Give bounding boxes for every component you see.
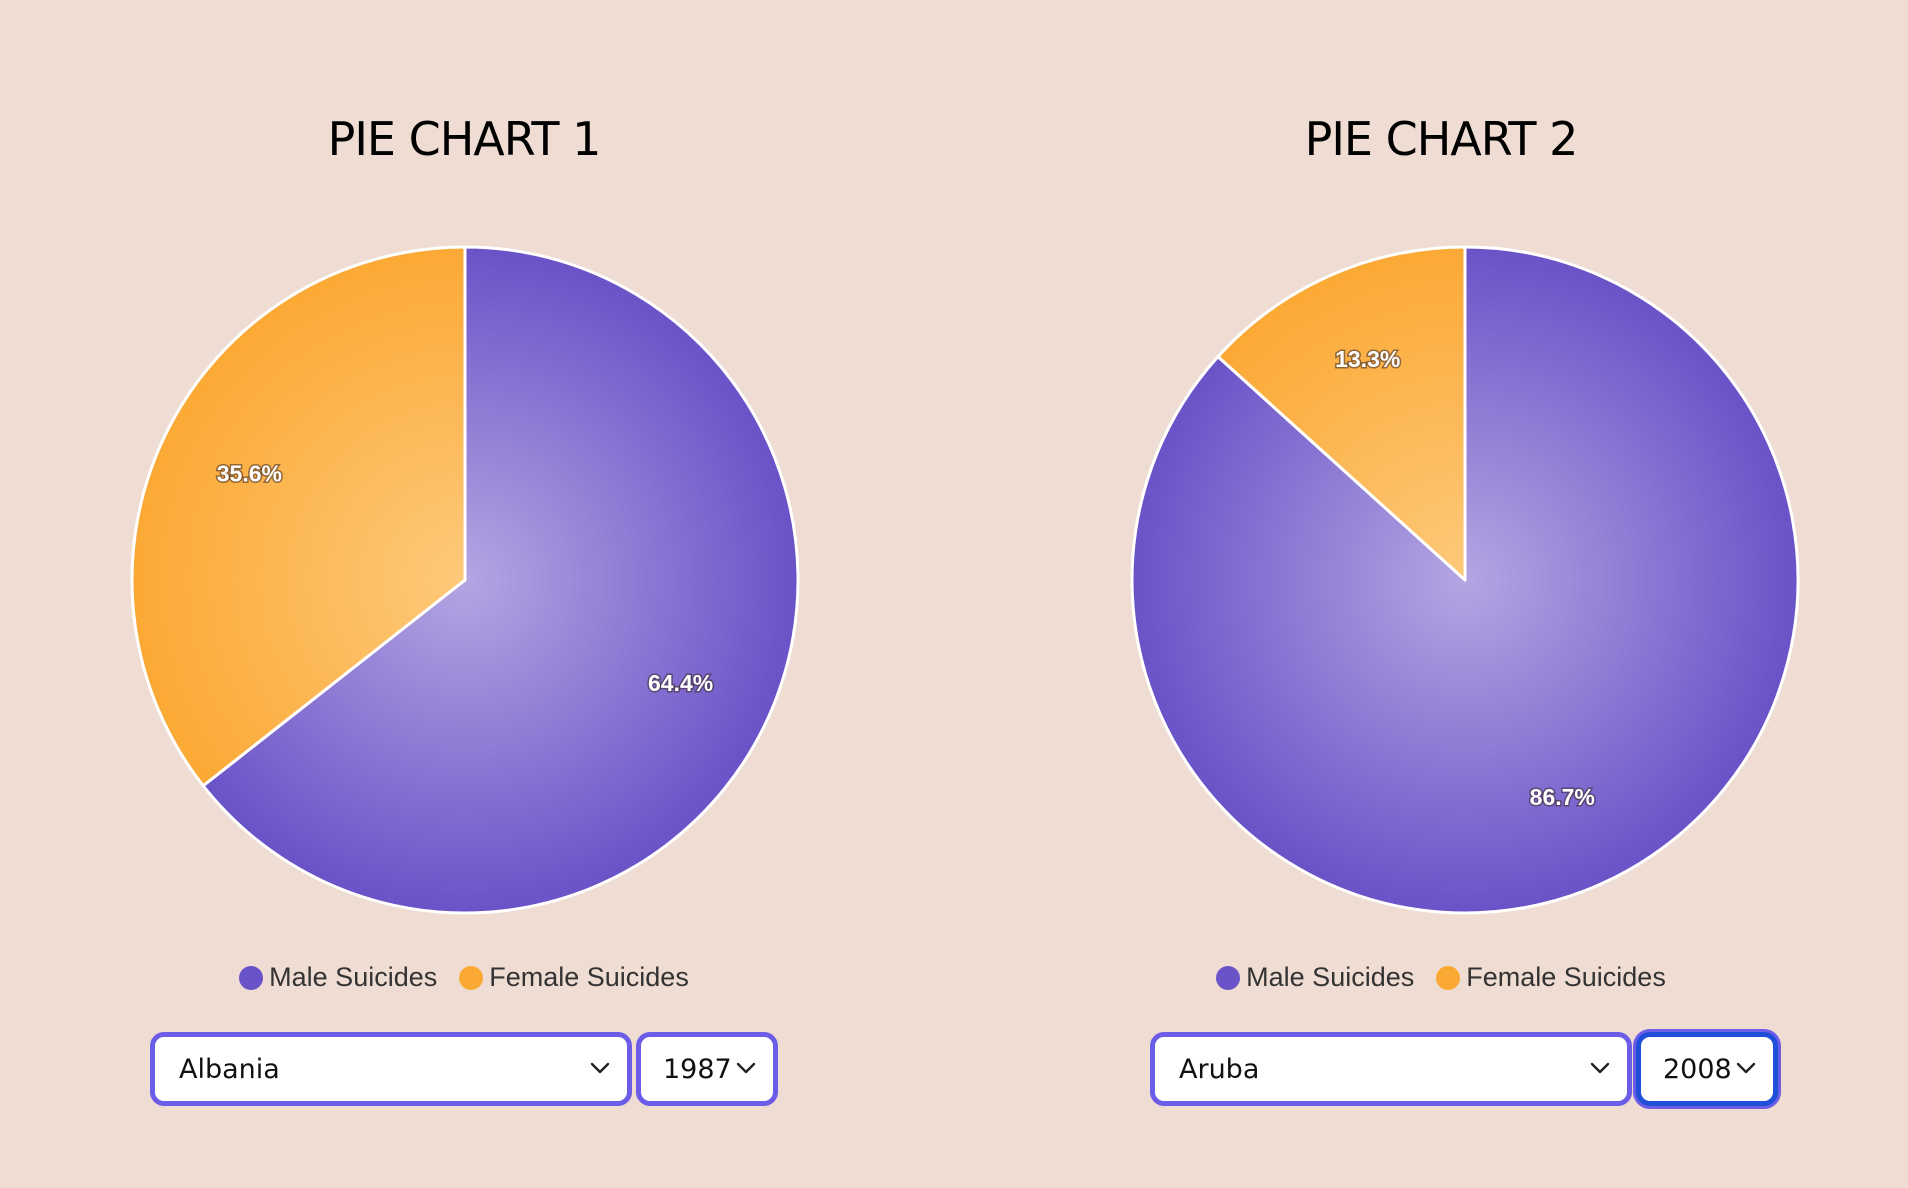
country-select[interactable]: Aruba: [1150, 1032, 1632, 1106]
slice-label-male-suicides: 86.7%: [1530, 784, 1595, 810]
slice-label-female-suicides: 35.6%: [217, 460, 282, 486]
year-select-value: 2008: [1663, 1053, 1732, 1085]
country-select-value: Aruba: [1179, 1053, 1260, 1085]
chevron-down-icon: [736, 1062, 756, 1074]
legend-item-male[interactable]: Male Suicides: [1216, 962, 1414, 993]
country-select-value: Albania: [179, 1053, 280, 1085]
year-select-value: 1987: [663, 1053, 732, 1085]
legend-label-female: Female Suicides: [1466, 962, 1666, 992]
legend: Male Suicides Female Suicides: [964, 962, 1908, 993]
chart-panel-1: PIE CHART 1 64.4% 35.6% Male Suicides Fem…: [0, 112, 941, 1106]
country-select[interactable]: Albania: [150, 1032, 632, 1106]
legend-label-female: Female Suicides: [489, 962, 689, 992]
legend-label-male: Male Suicides: [269, 962, 438, 992]
slice-label-male-suicides: 64.4%: [648, 670, 713, 696]
chevron-down-icon: [590, 1062, 610, 1074]
legend-item-male[interactable]: Male Suicides: [239, 962, 437, 993]
chevron-down-icon: [1736, 1062, 1756, 1074]
legend-marker-male: [1216, 965, 1241, 990]
legend-marker-female: [459, 965, 484, 990]
pie-chart-1: 64.4% 35.6%: [130, 245, 800, 915]
legend-item-female[interactable]: Female Suicides: [1436, 962, 1666, 993]
year-select[interactable]: 1987: [636, 1032, 778, 1106]
chart-title: PIE CHART 2: [1304, 112, 1579, 166]
pie-slice-female-suicides[interactable]: [1216, 245, 1467, 582]
pie-chart-2: 86.7% 13.3%: [1130, 245, 1800, 915]
pie-slice-male-suicides[interactable]: [201, 245, 800, 915]
year-select[interactable]: 2008: [1636, 1032, 1778, 1106]
legend-label-male: Male Suicides: [1246, 962, 1415, 992]
slice-label-female-suicides: 13.3%: [1335, 346, 1400, 372]
legend-item-female[interactable]: Female Suicides: [459, 962, 689, 993]
legend-marker-female: [1436, 965, 1461, 990]
legend-marker-male: [239, 965, 264, 990]
chevron-down-icon: [1590, 1062, 1610, 1074]
chart-title: PIE CHART 1: [327, 112, 602, 166]
chart-panel-2: PIE CHART 2 86.7% 13.3% Male Suicides Fem…: [954, 0, 1908, 1188]
legend: Male Suicides Female Suicides: [0, 962, 941, 993]
pie-slice-female-suicides[interactable]: [130, 245, 467, 788]
